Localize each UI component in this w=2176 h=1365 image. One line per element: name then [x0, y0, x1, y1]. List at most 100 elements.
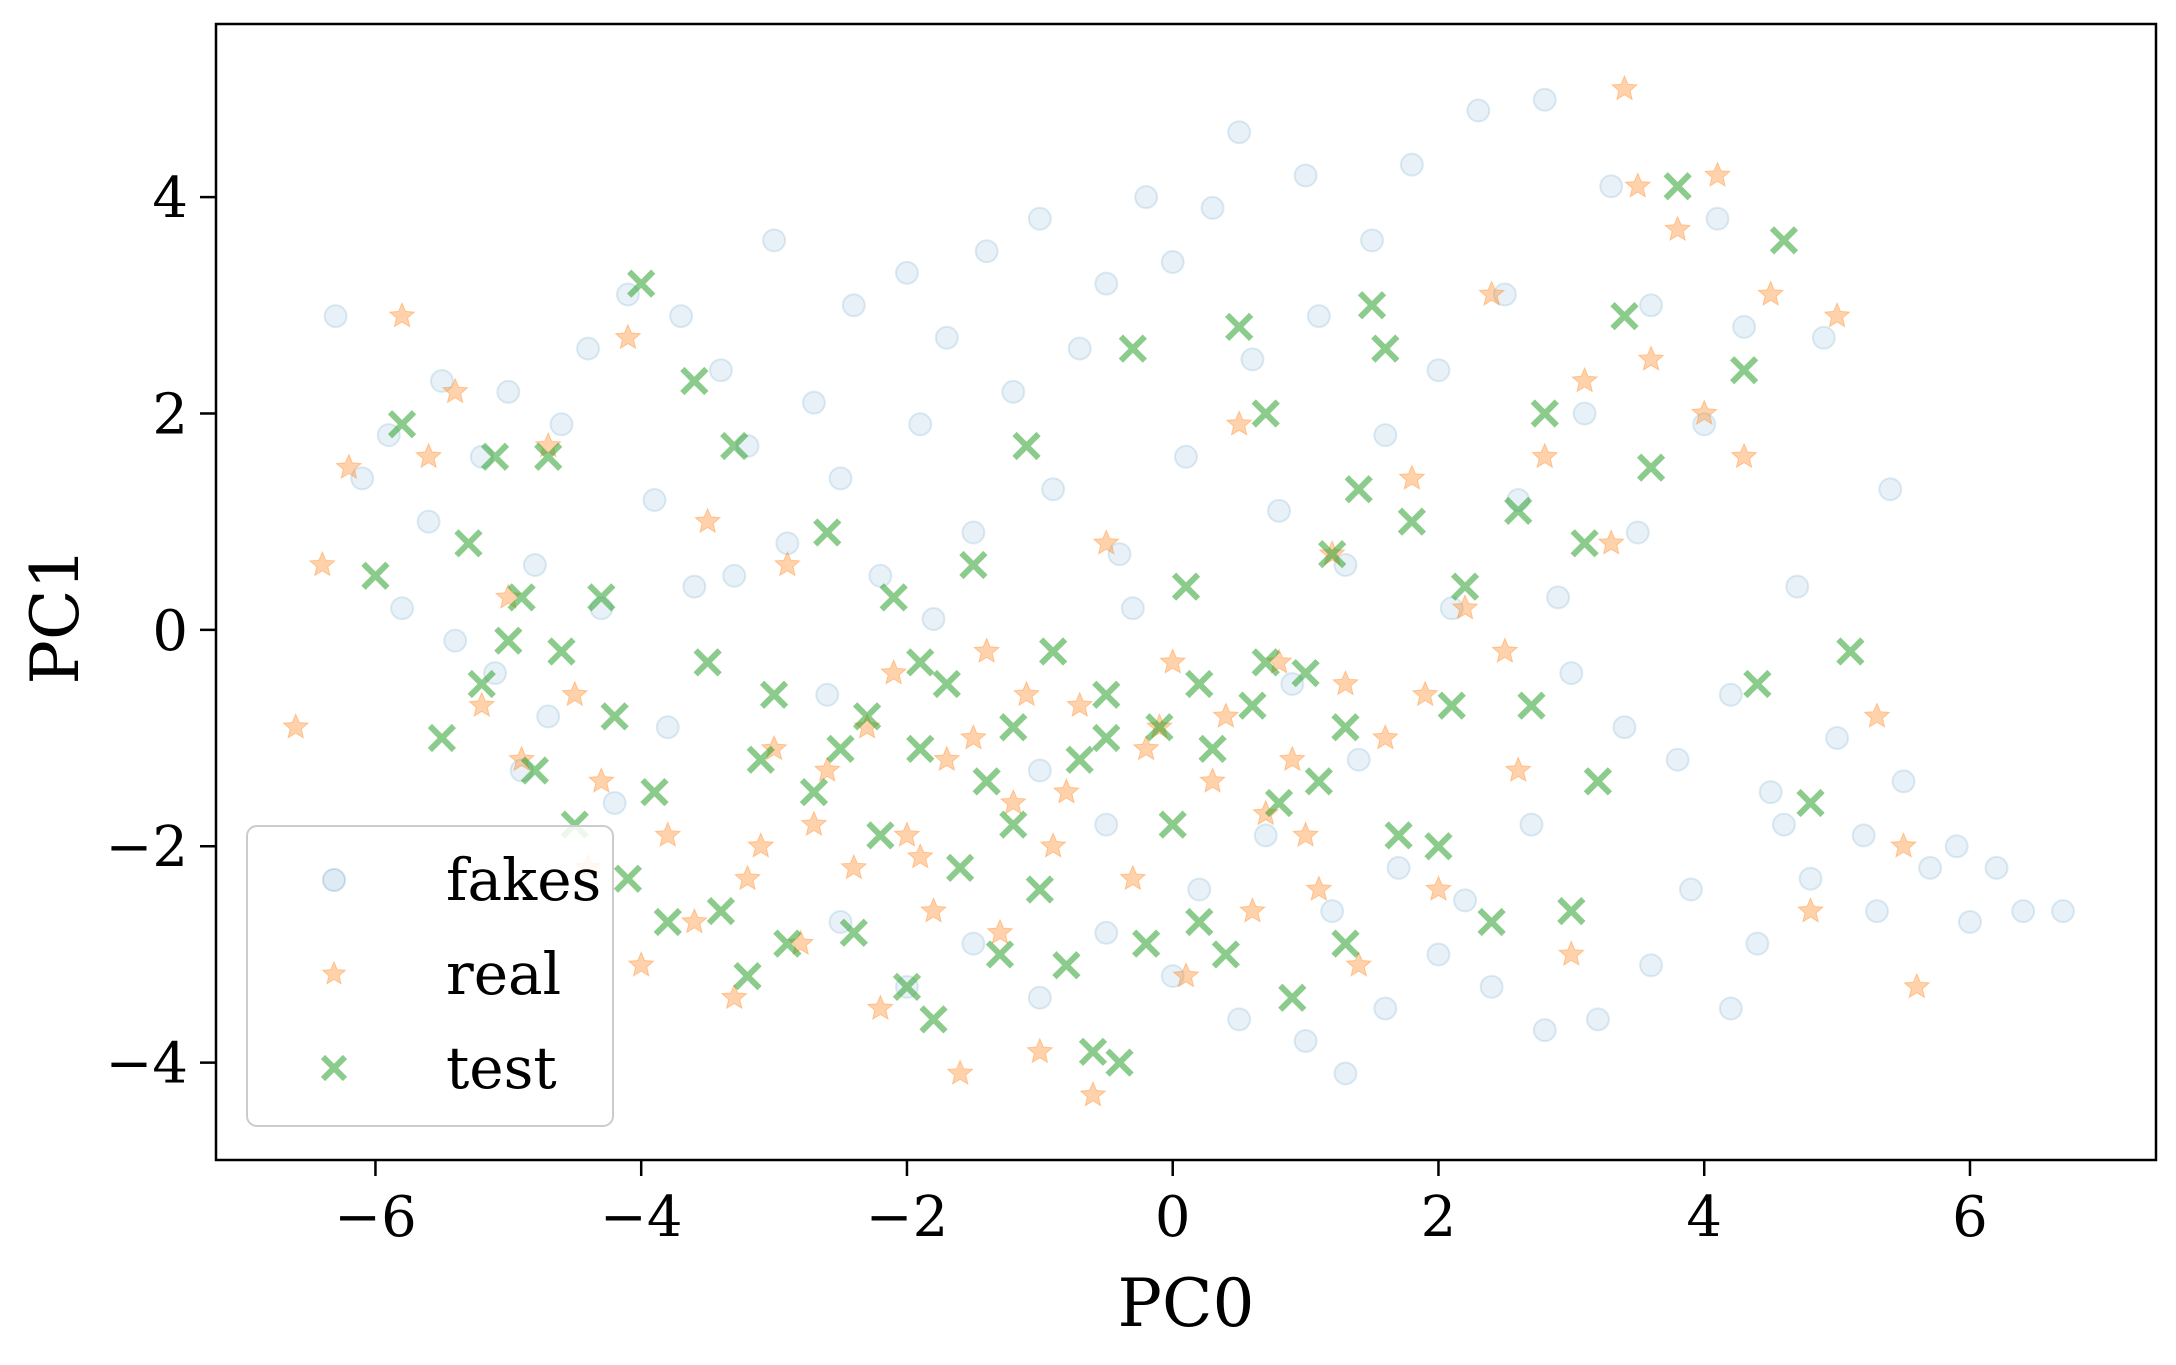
real-point — [561, 680, 589, 707]
fakes-point — [1094, 271, 1119, 296]
real-point — [1172, 961, 1200, 988]
real-point — [654, 821, 682, 847]
fakes-point — [921, 607, 946, 632]
real-point — [1823, 301, 1851, 328]
test-point — [1171, 572, 1201, 601]
test-point — [427, 723, 457, 753]
test-point — [706, 897, 736, 926]
test-point — [799, 778, 829, 807]
test-point — [892, 972, 922, 1002]
fakes-point — [1293, 163, 1318, 188]
test-point — [1065, 745, 1094, 774]
test-point — [1610, 301, 1639, 331]
fakes-point — [1718, 682, 1743, 707]
fakes-point — [1771, 812, 1796, 837]
fakes-point — [894, 260, 919, 285]
test-point — [1743, 669, 1772, 699]
x-axis: −6 −4 −2 0 2 4 6 — [334, 1160, 1988, 1250]
real-point — [1052, 777, 1081, 804]
test-point — [1357, 291, 1387, 320]
fakes-point — [1665, 747, 1690, 772]
fakes-point — [801, 390, 826, 415]
real-point — [1624, 171, 1652, 198]
test-point — [1211, 940, 1240, 969]
fakes-point — [682, 574, 707, 599]
x-tick-label: −4 — [600, 1185, 683, 1250]
real-point — [1424, 875, 1453, 902]
test-point — [1078, 1037, 1108, 1066]
real-point — [1092, 528, 1120, 555]
real-point — [1225, 409, 1253, 436]
plot-frame — [214, 22, 2158, 1162]
real-point — [1119, 864, 1147, 891]
fakes-point — [1718, 996, 1743, 1021]
test-point — [826, 734, 855, 763]
fakes-point — [1864, 899, 1889, 924]
real-point — [999, 788, 1027, 815]
fakes-point — [2050, 899, 2075, 924]
fakes-point — [1120, 596, 1145, 621]
fakes-point — [1346, 747, 1371, 772]
legend-entry-test: test — [320, 1034, 557, 1102]
y-tick-label: 4 — [152, 166, 188, 231]
fakes-point — [496, 379, 521, 404]
real-point — [880, 658, 908, 685]
test-point — [959, 550, 988, 580]
test-point — [919, 1005, 948, 1034]
test-point — [627, 269, 656, 298]
fakes-point — [1027, 206, 1052, 231]
fakes-point — [775, 531, 800, 556]
test-point — [733, 961, 762, 991]
x-tick-label: 4 — [1686, 1185, 1722, 1250]
real-point — [1398, 464, 1426, 490]
real-point — [1863, 702, 1891, 728]
real-point — [414, 442, 443, 469]
test-point — [720, 431, 749, 461]
real-point — [1757, 280, 1785, 307]
test-point — [1663, 172, 1692, 201]
real-point — [1278, 745, 1306, 772]
real-point — [468, 691, 496, 718]
fakes-point — [323, 304, 348, 329]
fakes-point — [1386, 855, 1411, 880]
fakes-point — [1798, 866, 1823, 891]
test-point — [520, 756, 550, 785]
real-point — [1903, 972, 1931, 999]
fakes-point — [1732, 314, 1757, 339]
fakes-point — [1944, 834, 1969, 859]
test-point — [1437, 691, 1466, 720]
real-point — [694, 507, 722, 534]
real-point — [800, 810, 828, 837]
y-tick-label: −4 — [105, 1032, 188, 1097]
test-point — [640, 778, 669, 807]
test-point — [1185, 907, 1214, 937]
x-tick-label: −6 — [334, 1185, 417, 1250]
test-point — [985, 940, 1015, 969]
real-point — [959, 723, 988, 750]
y-tick-label: 2 — [152, 382, 188, 447]
real-point — [1012, 680, 1041, 707]
test-point — [1304, 767, 1334, 796]
fakes-point — [1825, 726, 1850, 751]
test-point — [906, 648, 935, 677]
real-point — [441, 377, 469, 404]
y-tick-label: 0 — [152, 599, 188, 664]
test-point — [1397, 507, 1427, 536]
real-point — [893, 821, 921, 847]
fakes-point — [1399, 152, 1424, 177]
fakes-point — [655, 715, 680, 740]
test-point — [1278, 983, 1307, 1012]
fakes-point — [1984, 855, 2009, 880]
test-point — [480, 442, 510, 471]
test-point — [1477, 907, 1506, 937]
real-point — [1703, 161, 1732, 188]
test-point — [1251, 648, 1280, 677]
test-point — [1158, 810, 1187, 839]
real-point — [773, 550, 801, 577]
real-point — [906, 842, 934, 869]
test-point — [773, 929, 802, 958]
test-point — [613, 864, 643, 893]
fakes-point — [722, 563, 747, 588]
fakes-point — [828, 466, 853, 491]
